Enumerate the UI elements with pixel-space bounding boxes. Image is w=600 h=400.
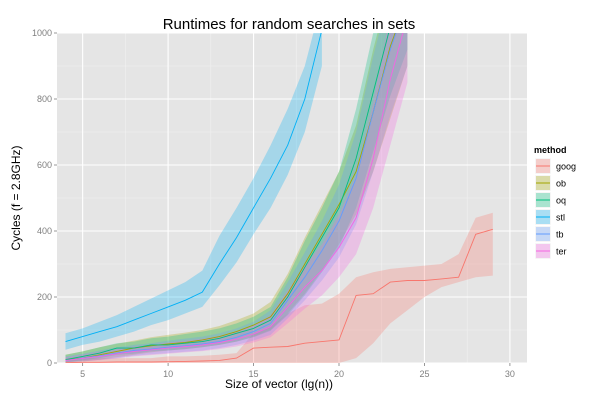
legend-label-oq: oq (556, 196, 566, 206)
ribbon-oq (65, 33, 408, 363)
legend-label-ob: ob (556, 179, 566, 189)
y-tick-label: 800 (37, 94, 52, 104)
legend-label-stl: stl (556, 213, 565, 223)
ribbon-ter (65, 33, 408, 363)
x-tick-label: 15 (249, 369, 259, 379)
x-tick-label: 25 (419, 369, 429, 379)
legend-label-goog: goog (556, 162, 576, 172)
confidence-ribbons (65, 33, 493, 363)
grid-major (57, 32, 527, 364)
y-axis-ticks: 0 200 400 600 800 1000 (32, 28, 57, 368)
ribbon-stl (65, 33, 322, 350)
x-axis-title: Size of vector (lg(n)) (225, 377, 333, 391)
line-ob (65, 33, 396, 361)
x-axis-ticks: 5 10 15 20 25 30 (80, 363, 515, 379)
line-ter (65, 33, 404, 361)
ribbon-goog (65, 212, 493, 363)
y-tick-label: 400 (37, 226, 52, 236)
grid-minor (57, 33, 527, 363)
x-tick-label: 20 (334, 369, 344, 379)
series-lines (65, 33, 493, 363)
line-tb (65, 33, 397, 361)
ribbon-tb (65, 33, 408, 363)
legend: method goog ob oq stl tb ter (534, 145, 576, 260)
chart-title: Runtimes for random searches in sets (163, 16, 416, 33)
x-tick-label: 10 (163, 369, 173, 379)
y-tick-label: 600 (37, 160, 52, 170)
x-tick-label: 30 (505, 369, 515, 379)
line-oq (65, 33, 390, 361)
line-goog (65, 228, 493, 363)
legend-label-tb: tb (556, 230, 564, 240)
x-tick-label: 5 (80, 369, 85, 379)
y-tick-label: 200 (37, 292, 52, 302)
y-axis-title: Cycles (f = 2.8GHz) (9, 145, 23, 250)
legend-label-ter: ter (556, 247, 567, 257)
ribbon-ob (65, 33, 408, 363)
y-tick-label: 1000 (32, 28, 52, 38)
line-stl (65, 33, 322, 343)
y-tick-label: 0 (47, 358, 52, 368)
legend-title: method (534, 145, 567, 155)
